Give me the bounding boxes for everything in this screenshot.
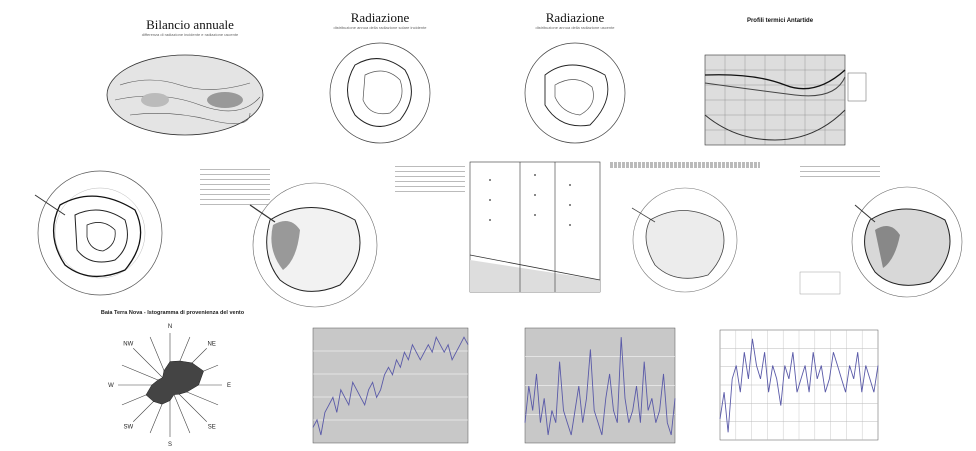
windrose-direction-label: NE xyxy=(208,341,216,347)
map2-caption xyxy=(610,162,760,168)
rad1-title: Radiazione xyxy=(350,10,410,25)
polar-contour-map xyxy=(5,155,170,305)
depth-profile-chart xyxy=(390,160,605,305)
depth-profile-svg xyxy=(469,161,601,293)
polar-contour-svg xyxy=(34,170,163,296)
series-line xyxy=(524,337,676,436)
world-map-ellipse xyxy=(106,54,264,136)
windrose-direction-label: W xyxy=(108,383,114,389)
temp-profile-chart xyxy=(704,54,867,146)
temp-profile-panel: Profili termici Antartide xyxy=(695,15,867,150)
timeseries-2-chart xyxy=(524,327,676,444)
windrose-direction-label: NW xyxy=(123,341,133,347)
windrose-direction-label: E xyxy=(227,383,231,389)
antarctica-map-shaded xyxy=(195,160,395,310)
rad1-panel: Radiazione distribuzione annua della rad… xyxy=(325,5,435,155)
windrose-frequency-shape xyxy=(145,360,204,405)
timeseries-1-panel xyxy=(305,310,475,448)
windrose-panel: Baia Terra Nova - Istogramma di provenie… xyxy=(85,310,260,448)
timeseries-1-chart xyxy=(312,327,469,444)
plot-area xyxy=(312,327,469,444)
antarctica-svg-3 xyxy=(799,186,963,298)
windrose-svg: N NE E SE S SW W NW xyxy=(108,324,231,448)
rad1-subtitle: distribuzione annua della radiazione sol… xyxy=(333,25,427,30)
antarctica-svg-2 xyxy=(631,187,738,293)
antarctica-map-3 xyxy=(795,160,971,310)
series-line xyxy=(312,335,469,436)
windrose-direction-label: SW xyxy=(123,425,133,431)
legend-text-block xyxy=(200,165,270,205)
series-line xyxy=(719,338,879,433)
windrose-direction-label: S xyxy=(168,442,172,448)
polar-map-radiation-1 xyxy=(329,42,431,144)
rad2-panel: Radiazione distribuzione annua della rad… xyxy=(520,5,630,155)
antarctica-svg-1 xyxy=(249,182,378,308)
timeseries-2-panel xyxy=(510,310,680,448)
bilancio-panel: Bilancio annuale differenza di radiazion… xyxy=(100,5,280,145)
windrose-direction-label: SE xyxy=(208,425,216,431)
depth-notes xyxy=(395,162,465,192)
antarctica-map-2 xyxy=(610,160,760,310)
timeseries-3-chart xyxy=(719,329,879,441)
polar-map-radiation-2 xyxy=(524,42,626,144)
temp-title: Profili termici Antartide xyxy=(746,18,814,24)
rad2-title: Radiazione xyxy=(545,10,605,25)
rad2-subtitle: distribuzione annua della radiazione usc… xyxy=(535,25,615,30)
windrose-title: Baia Terra Nova - Istogramma di provenie… xyxy=(100,310,245,316)
windrose-direction-label: N xyxy=(168,324,172,330)
map3-caption xyxy=(800,162,880,178)
bilancio-title: Bilancio annuale xyxy=(146,17,234,32)
bilancio-subtitle: differenza di radiazione incidente e rad… xyxy=(141,32,239,37)
timeseries-3-panel xyxy=(710,315,885,448)
